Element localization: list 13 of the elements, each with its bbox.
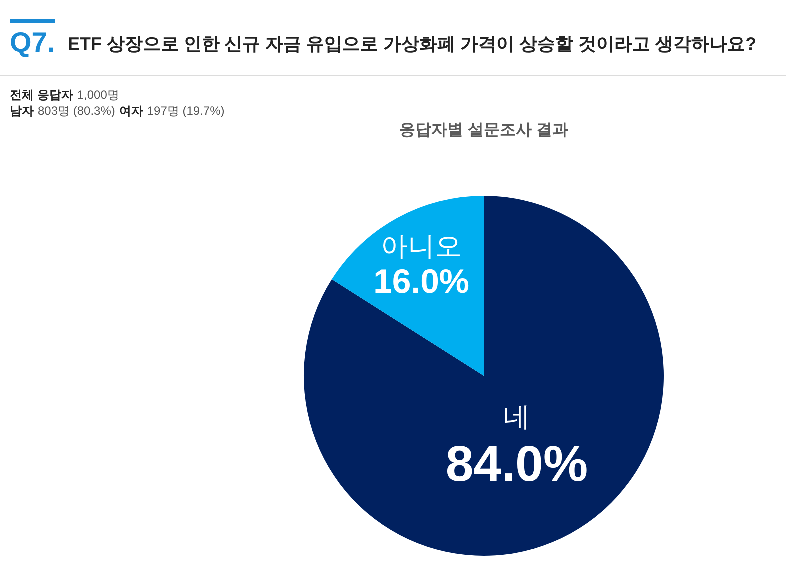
text: 803명 (80.3%) (38, 104, 116, 118)
data-label: 84.0% (446, 436, 588, 492)
slice-label: 아니오 (381, 232, 462, 262)
text: 남자 (10, 104, 34, 118)
text: 197명 (19.7%) (147, 104, 225, 118)
text: 1,000명 (77, 88, 120, 102)
text: 여자 (119, 104, 144, 118)
data-label: 16.0% (374, 262, 470, 301)
chart-subtitle: 응답자별 설문조사 결과 (400, 121, 568, 141)
chart-title: ETF 상장으로 인한 신규 자금 유입으로 가상화폐 가격이 상승할 것이라고 생각하나요? (68, 33, 757, 56)
text: Q7. (10, 19, 56, 58)
text: 전체 응답자 (10, 88, 74, 102)
slice-label: 네 (503, 402, 530, 432)
